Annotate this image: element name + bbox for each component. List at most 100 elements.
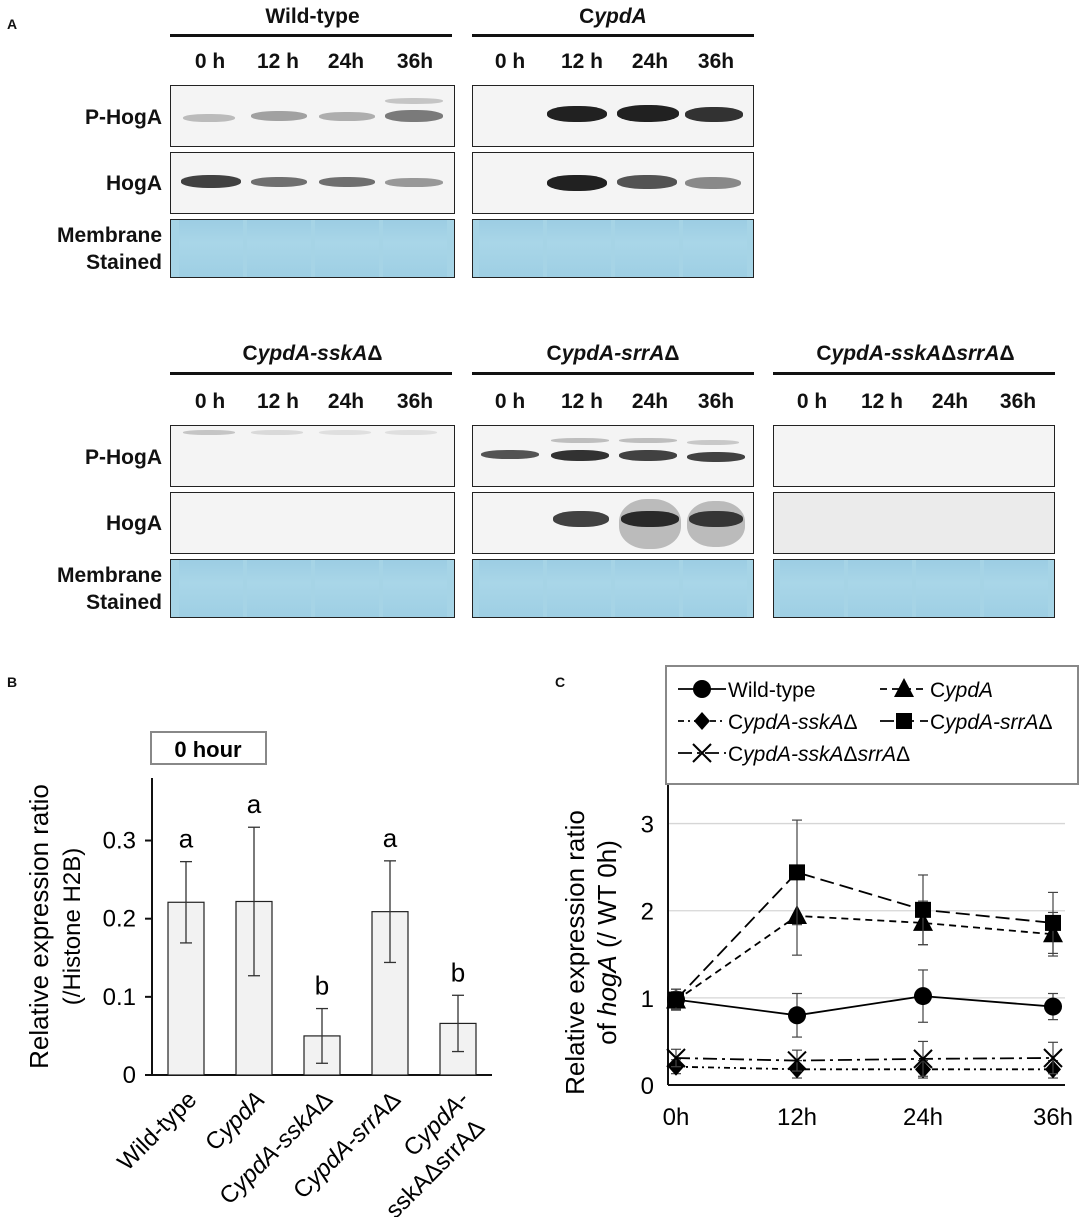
significance-letter: a [247, 789, 262, 819]
x-tick-label: 12h [777, 1104, 817, 1131]
strain-header-cypda-srra: CypdA-srrAΔ [546, 342, 680, 365]
data-point [915, 901, 931, 918]
band [319, 430, 371, 435]
time-label: 36h [396, 50, 434, 73]
x-tick-label: Wild-type [112, 1086, 202, 1176]
lane [984, 560, 1048, 617]
lane [479, 220, 543, 277]
legend-label: CypdA [930, 679, 993, 702]
series-line [675, 1065, 1053, 1071]
band [251, 111, 307, 121]
row-label-total: HogA [106, 172, 162, 195]
row-label-membrane: Membrane Stained [56, 224, 162, 274]
time-label: 24h [327, 50, 365, 73]
legend-label: CypdA-sskAΔ [728, 711, 858, 734]
band [251, 177, 307, 187]
strain-header-line [170, 372, 452, 375]
time-label: 24h [931, 390, 969, 413]
time-label: 36h [697, 390, 735, 413]
blot-wt-total [170, 152, 455, 214]
strain-header-cypda-sska-srra: CypdA-sskAΔsrrAΔ [816, 342, 1015, 365]
band [617, 105, 679, 122]
legend-label: CypdA-sskAΔsrrAΔ [728, 743, 910, 766]
data-point [1043, 1048, 1063, 1068]
lane [315, 560, 379, 617]
blot-double-membrane [773, 559, 1055, 618]
legend-label: CypdA-srrAΔ [930, 711, 1053, 734]
legend-marker [896, 713, 912, 729]
band [181, 175, 241, 188]
band [617, 175, 677, 189]
band [481, 450, 539, 459]
data-point [913, 1049, 933, 1069]
series-2 [668, 1057, 1061, 1079]
strain-header-line [472, 34, 754, 37]
blot-sska-phospho [170, 425, 455, 487]
y-tick-label: 0 [641, 1073, 654, 1100]
band [687, 452, 745, 462]
band [689, 511, 743, 527]
lane [383, 220, 447, 277]
strain-header-line [773, 372, 1055, 375]
time-label: 0 h [194, 50, 226, 73]
time-label: 12 h [560, 390, 604, 413]
strain-header-line [472, 372, 754, 375]
data-point [789, 864, 805, 881]
significance-letter: a [383, 823, 398, 853]
blot-cypda-total [472, 152, 754, 214]
lane [479, 560, 543, 617]
lane [916, 560, 980, 617]
series-3 [668, 819, 1061, 1011]
time-label: 0 h [796, 390, 828, 413]
lane [547, 560, 611, 617]
x-tick-label: 36h [1033, 1104, 1073, 1131]
lane [683, 560, 747, 617]
data-point [914, 987, 932, 1006]
lane [547, 220, 611, 277]
data-point [1045, 914, 1061, 931]
band [385, 98, 443, 104]
time-label: 36h [999, 390, 1037, 413]
blot-sska-membrane [170, 559, 455, 618]
band [319, 112, 375, 121]
blot-wt-phospho [170, 85, 455, 147]
y-axis-label: Relative expression ratio [24, 784, 54, 1069]
strain-header-line [170, 34, 452, 37]
y-tick-label: 0.1 [103, 984, 136, 1011]
lane [383, 560, 447, 617]
data-point [1044, 997, 1062, 1016]
legend-marker [894, 678, 914, 697]
row-label-phospho: P-HogA [85, 106, 162, 129]
blot-cypda-phospho [472, 85, 754, 147]
legend-marker [693, 680, 711, 698]
legend-marker [694, 712, 710, 730]
band [553, 511, 609, 527]
significance-letter: b [451, 957, 465, 987]
row-label-total: HogA [106, 512, 162, 535]
band [251, 430, 303, 435]
lane [179, 220, 243, 277]
blot-double-phospho [773, 425, 1055, 487]
x-tick-label: 0h [663, 1104, 690, 1131]
y-axis-label: Relative expression ratio [560, 810, 590, 1095]
band [685, 177, 741, 189]
time-label: 12 h [256, 50, 300, 73]
band [385, 430, 437, 435]
data-point [668, 991, 684, 1008]
band [183, 114, 235, 122]
panel-c-letter: C [555, 674, 566, 690]
blot-double-total [773, 492, 1055, 554]
lane [247, 560, 311, 617]
significance-letter: a [179, 824, 194, 854]
legend-label: Wild-type [728, 679, 816, 702]
band [183, 430, 235, 435]
y-tick-label: 0.3 [103, 828, 136, 855]
panel-a-letter: A [7, 16, 18, 32]
data-point [787, 1050, 807, 1071]
time-box-label: 0 hour [174, 737, 242, 762]
blot-sska-total [170, 492, 455, 554]
time-label: 24h [327, 390, 365, 413]
band [385, 178, 443, 187]
bar-chart: 0 hour 0 0.1 0.2 0.3 Relative expression rati… [24, 731, 492, 1217]
time-label: 24h [631, 50, 669, 73]
